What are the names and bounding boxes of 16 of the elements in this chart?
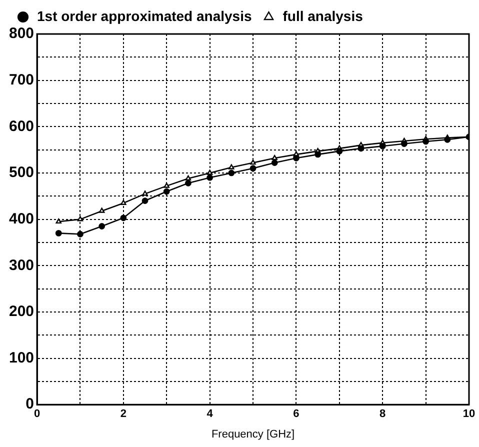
x-tick-label: 2 <box>120 408 126 420</box>
y-tick-label: 100 <box>8 349 34 366</box>
x-axis-title: Frequency [GHz] <box>211 428 295 440</box>
y-tick-label: 800 <box>8 25 34 42</box>
y-tick-label: 500 <box>8 164 34 182</box>
x-tick-label: 10 <box>462 408 476 420</box>
y-tick-label: 700 <box>8 71 34 88</box>
y-tick-label: 300 <box>8 256 34 274</box>
y-tick-label: 200 <box>8 303 34 320</box>
legend-label: 1st order approximated analysis <box>37 8 252 24</box>
y-tick-label: 600 <box>8 118 34 135</box>
x-tick-label: 4 <box>206 408 214 420</box>
x-tick-label: 8 <box>380 408 386 420</box>
y-tick-label: 400 <box>8 210 34 228</box>
legend-label: full analysis <box>282 8 364 24</box>
x-tick-label: 6 <box>293 408 300 420</box>
